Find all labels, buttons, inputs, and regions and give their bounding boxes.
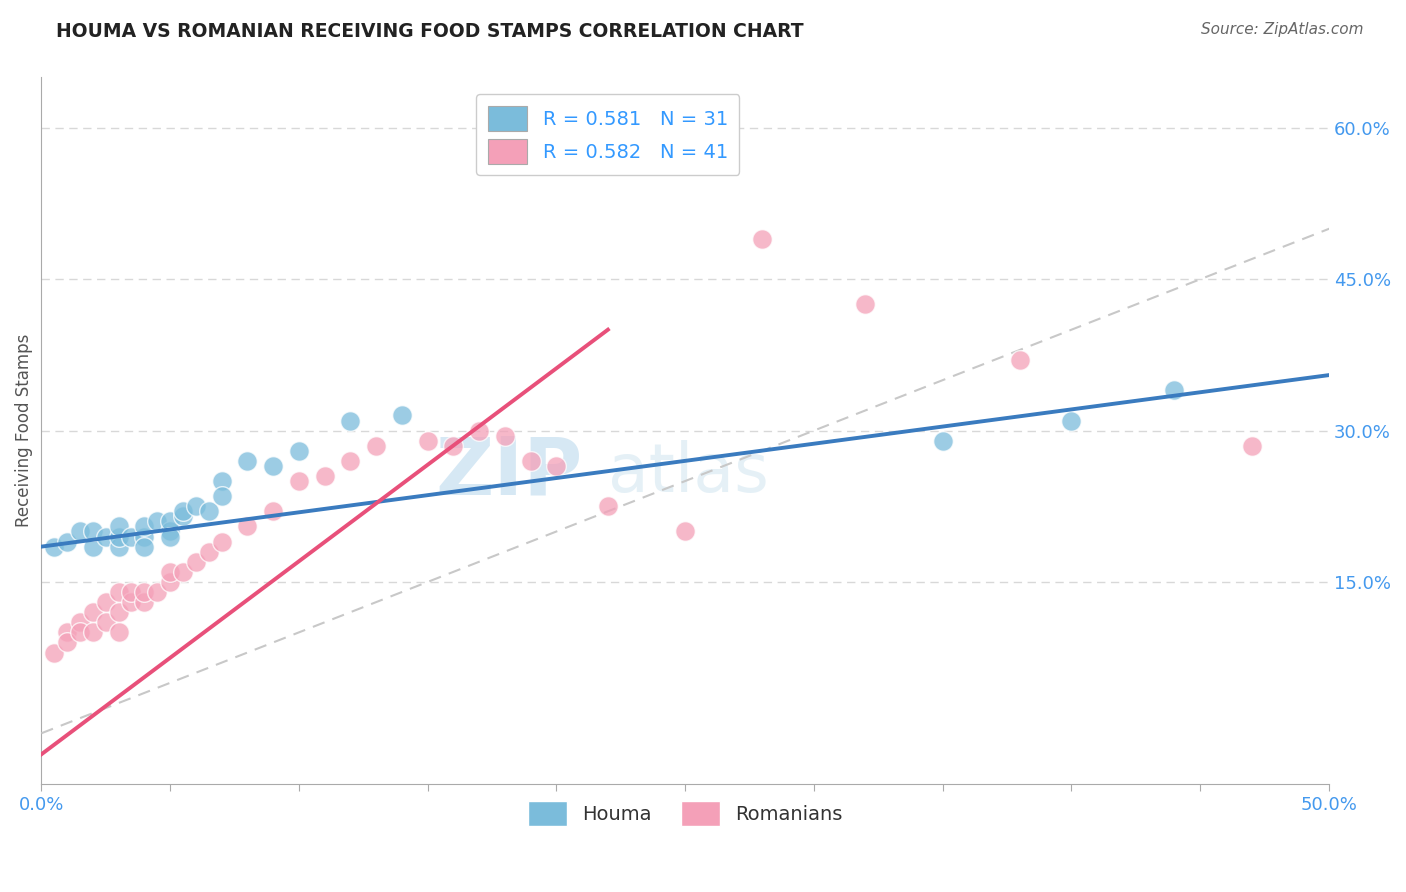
Point <box>931 434 953 448</box>
Point <box>288 443 311 458</box>
Point <box>159 565 181 579</box>
Point <box>172 565 194 579</box>
Point <box>121 529 143 543</box>
Point <box>391 409 413 423</box>
Point <box>172 509 194 524</box>
Point <box>69 524 91 539</box>
Point <box>121 585 143 599</box>
Point <box>69 625 91 640</box>
Point <box>94 615 117 630</box>
Y-axis label: Receiving Food Stamps: Receiving Food Stamps <box>15 334 32 527</box>
Point <box>314 469 336 483</box>
Point <box>159 529 181 543</box>
Point <box>69 615 91 630</box>
Point <box>1163 383 1185 397</box>
Point <box>107 585 129 599</box>
Point <box>211 534 233 549</box>
Point <box>339 454 361 468</box>
Point <box>262 458 284 473</box>
Point <box>56 635 79 649</box>
Text: Source: ZipAtlas.com: Source: ZipAtlas.com <box>1201 22 1364 37</box>
Point <box>121 595 143 609</box>
Point <box>134 540 156 554</box>
Point <box>159 574 181 589</box>
Point <box>236 454 259 468</box>
Point <box>184 555 207 569</box>
Point <box>468 424 491 438</box>
Point <box>82 605 104 619</box>
Point <box>146 515 169 529</box>
Point <box>107 625 129 640</box>
Point <box>339 413 361 427</box>
Point <box>134 585 156 599</box>
Point <box>441 439 464 453</box>
Point <box>494 428 516 442</box>
Point <box>107 519 129 533</box>
Text: HOUMA VS ROMANIAN RECEIVING FOOD STAMPS CORRELATION CHART: HOUMA VS ROMANIAN RECEIVING FOOD STAMPS … <box>56 22 804 41</box>
Text: atlas: atlas <box>607 440 769 506</box>
Point <box>107 529 129 543</box>
Point <box>236 519 259 533</box>
Point <box>211 489 233 503</box>
Point <box>673 524 696 539</box>
Point <box>44 540 66 554</box>
Point <box>56 534 79 549</box>
Point <box>262 504 284 518</box>
Point <box>1240 439 1263 453</box>
Point <box>172 504 194 518</box>
Point <box>82 524 104 539</box>
Point <box>197 544 219 558</box>
Point <box>416 434 439 448</box>
Point <box>159 515 181 529</box>
Point <box>211 474 233 488</box>
Point <box>288 474 311 488</box>
Point <box>94 595 117 609</box>
Point <box>107 540 129 554</box>
Point <box>197 504 219 518</box>
Point <box>82 540 104 554</box>
Point <box>751 232 773 246</box>
Point <box>44 646 66 660</box>
Point <box>366 439 388 453</box>
Point <box>546 458 568 473</box>
Point <box>159 524 181 539</box>
Point <box>1060 413 1083 427</box>
Point <box>184 500 207 514</box>
Point <box>519 454 541 468</box>
Point <box>855 297 877 311</box>
Point <box>134 519 156 533</box>
Point <box>134 529 156 543</box>
Text: ZIP: ZIP <box>434 434 582 512</box>
Point <box>1008 353 1031 368</box>
Point <box>107 605 129 619</box>
Point <box>56 625 79 640</box>
Point <box>94 529 117 543</box>
Point <box>134 595 156 609</box>
Point <box>596 500 619 514</box>
Point <box>146 585 169 599</box>
Point <box>82 625 104 640</box>
Legend: Houma, Romanians: Houma, Romanians <box>520 794 851 834</box>
